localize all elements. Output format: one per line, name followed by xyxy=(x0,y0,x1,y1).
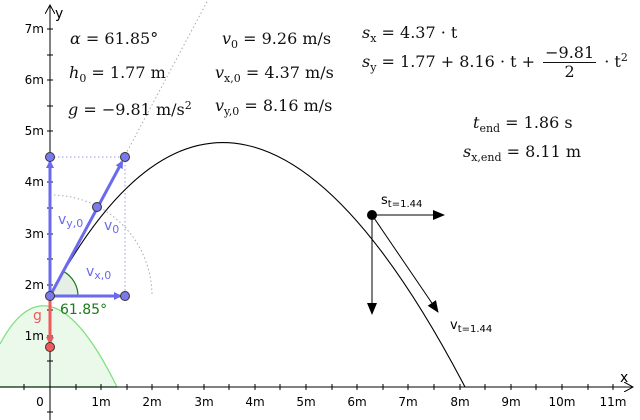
x-tick-labels: 0 1m 2m 3m 4m 5m 6m 7m 8m 9m 10m 11m xyxy=(36,395,626,409)
y-axis-label: y xyxy=(55,6,63,22)
svg-text:4m: 4m xyxy=(245,395,264,409)
equation-sy: sy = 1.77 + 8.16 · t + −9.81 2 · t2 xyxy=(362,43,628,81)
velocity-vector-t xyxy=(371,214,439,313)
svg-text:10m: 10m xyxy=(549,395,576,409)
velocity-label-t: vt=1.44 xyxy=(450,318,493,335)
svg-text:2m: 2m xyxy=(142,395,161,409)
vy0-value: vy,0 = 8.16 m/s xyxy=(215,96,333,119)
vx0-value: vx,0 = 4.37 m/s xyxy=(215,63,334,86)
envelope-parabola xyxy=(0,305,117,387)
position-label-t: st=1.44 xyxy=(381,193,423,210)
gravity-handle[interactable] xyxy=(45,342,55,352)
y-tick-labels: 1m 2m 3m 4m 5m 6m 7m xyxy=(25,22,44,343)
vx0-handle[interactable] xyxy=(120,291,130,301)
svg-text:6m: 6m xyxy=(347,395,366,409)
gravity-label: g xyxy=(33,308,42,324)
svg-text:11m: 11m xyxy=(600,395,627,409)
sx-end-value: sx,end = 8.11 m xyxy=(463,142,582,165)
svg-text:5m: 5m xyxy=(296,395,315,409)
svg-text:3m: 3m xyxy=(25,227,44,241)
g-value: g = −9.81 m/s2 xyxy=(68,99,192,119)
svg-text:3m: 3m xyxy=(194,395,213,409)
svg-text:6m: 6m xyxy=(25,73,44,87)
angle-label: 61.85° xyxy=(60,302,108,318)
alpha-value: α = 61.85° xyxy=(70,29,159,48)
svg-text:4m: 4m xyxy=(25,175,44,189)
v0-value: v0 = 9.26 m/s xyxy=(222,29,332,52)
angle-sector xyxy=(50,271,78,296)
svg-text:9m: 9m xyxy=(501,395,520,409)
svg-text:2m: 2m xyxy=(25,278,44,292)
svg-text:1m: 1m xyxy=(91,395,110,409)
launch-point-handle[interactable] xyxy=(45,291,55,301)
v0-mid-handle[interactable] xyxy=(92,202,102,212)
h0-value: h0 = 1.77 m xyxy=(69,63,166,86)
x-axis-label: x xyxy=(620,370,628,386)
trajectory-curve xyxy=(49,142,466,388)
point-at-t[interactable] xyxy=(367,210,377,220)
vx0-label: vx,0 xyxy=(86,264,112,282)
t-end-value: tend = 1.86 s xyxy=(473,113,573,136)
vy0-handle[interactable] xyxy=(45,152,55,162)
equation-sx: sx = 4.37 · t xyxy=(362,23,458,46)
svg-text:8m: 8m xyxy=(450,395,469,409)
v0-label: v0 xyxy=(104,218,120,236)
vy0-label: vy,0 xyxy=(58,212,84,230)
svg-text:0: 0 xyxy=(36,395,44,409)
svg-text:1m: 1m xyxy=(25,329,44,343)
svg-text:7m: 7m xyxy=(398,395,417,409)
speed-arc xyxy=(49,194,153,297)
svg-text:7m: 7m xyxy=(25,22,44,36)
svg-text:5m: 5m xyxy=(25,124,44,138)
v0-vector xyxy=(48,160,124,297)
v0-handle[interactable] xyxy=(120,152,130,162)
